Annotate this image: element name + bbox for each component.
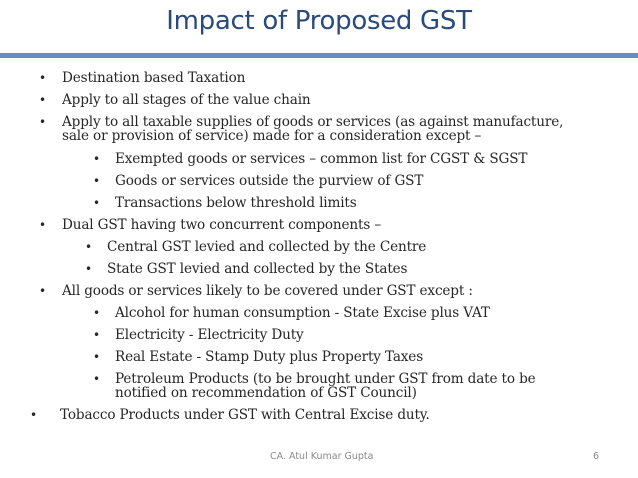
bullet-icon: • — [39, 284, 47, 298]
list-item: Goods or services outside the purview of… — [115, 173, 424, 189]
bullet-icon: • — [93, 372, 101, 386]
footer-author: CA. Atul Kumar Gupta — [270, 451, 374, 462]
bullet-icon: • — [39, 71, 47, 85]
bullet-icon: • — [85, 262, 93, 276]
list-item: State GST levied and collected by the St… — [107, 261, 408, 277]
bullet-icon: • — [93, 196, 101, 210]
list-item: Tobacco Products under GST with Central … — [60, 407, 430, 423]
list-item: Electricity - Electricity Duty — [115, 327, 304, 343]
list-item-continuation: notified on recommendation of GST Counci… — [115, 385, 417, 401]
list-item: Dual GST having two concurrent component… — [62, 217, 381, 233]
bullet-icon: • — [93, 174, 101, 188]
page-number: 6 — [593, 451, 600, 462]
list-item: All goods or services likely to be cover… — [62, 283, 473, 299]
list-item-continuation: sale or provision of service) made for a… — [62, 128, 482, 144]
list-item: Petroleum Products (to be brought under … — [115, 371, 536, 387]
list-item: Apply to all taxable supplies of goods o… — [62, 114, 564, 130]
bullet-icon: • — [85, 240, 93, 254]
slide-title: Impact of Proposed GST — [166, 6, 472, 36]
list-item: Exempted goods or services – common list… — [115, 151, 528, 167]
title-divider — [0, 53, 638, 58]
list-item: Apply to all stages of the value chain — [62, 92, 311, 108]
list-item: Central GST levied and collected by the … — [107, 239, 427, 255]
list-item: Alcohol for human consumption - State Ex… — [115, 305, 490, 321]
list-item: Transactions below threshold limits — [115, 195, 357, 211]
list-item: Real Estate - Stamp Duty plus Property T… — [115, 349, 424, 365]
bullet-icon: • — [39, 115, 47, 129]
bullet-icon: • — [39, 93, 47, 107]
list-item: Destination based Taxation — [62, 70, 246, 86]
bullet-icon: • — [93, 306, 101, 320]
bullet-icon: • — [93, 350, 101, 364]
bullet-icon: • — [93, 328, 101, 342]
bullet-icon: • — [39, 218, 47, 232]
bullet-icon: • — [93, 152, 101, 166]
bullet-icon: • — [30, 408, 38, 422]
